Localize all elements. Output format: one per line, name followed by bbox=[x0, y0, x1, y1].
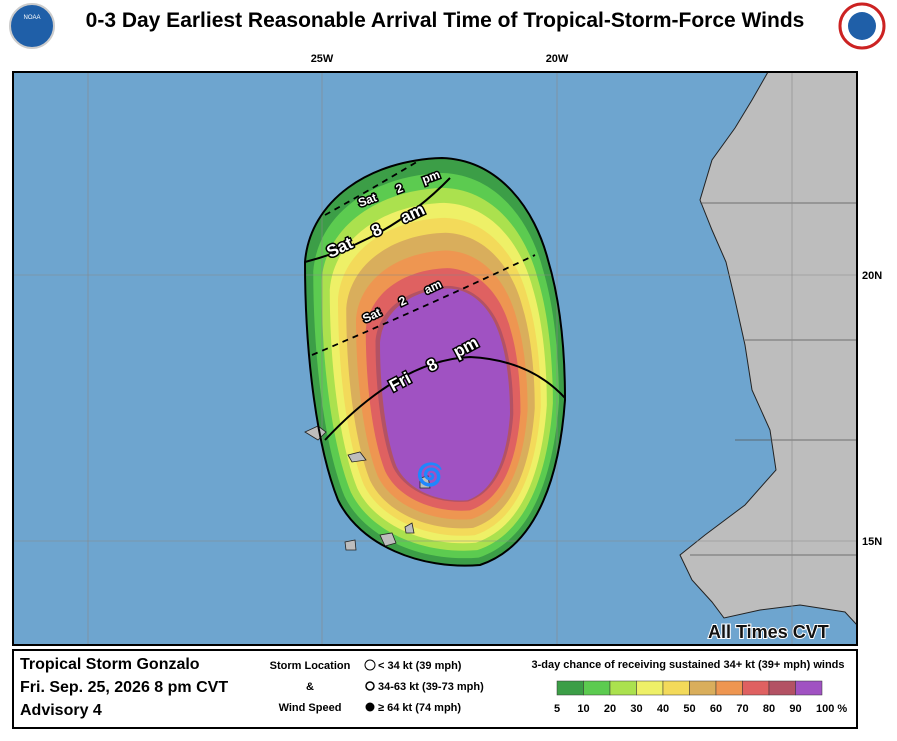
legend-label: 100 % bbox=[816, 703, 847, 715]
legend-label: 10 bbox=[577, 703, 589, 715]
time-note: All Times CVT bbox=[708, 622, 829, 642]
storm-legend-item: < 34 kt (39 mph) bbox=[378, 660, 462, 672]
storm-name: Tropical Storm Gonzalo bbox=[20, 656, 200, 673]
legend-label: 80 bbox=[763, 703, 775, 715]
land bbox=[679, 72, 857, 626]
legend-swatch bbox=[715, 680, 743, 696]
legend-swatch bbox=[689, 680, 717, 696]
noaa-logo bbox=[9, 3, 55, 49]
legend-label: 50 bbox=[683, 703, 695, 715]
legend-label: 90 bbox=[789, 703, 801, 715]
contour-line bbox=[324, 355, 566, 441]
borders bbox=[690, 202, 857, 556]
lon-label: 25W bbox=[311, 53, 334, 65]
prob-legend-title: 3-day chance of receiving sustained 34+ … bbox=[532, 659, 845, 671]
map: Sat 2 pm Sat 8 am Sat 2 am Fri 8 pm 🌀 Al… bbox=[12, 71, 858, 646]
legend-swatch bbox=[556, 680, 584, 696]
nws-logo-inner bbox=[848, 12, 876, 40]
prob-legend: 5 10 20 30 40 50 60 70 80 90 100 % bbox=[554, 680, 847, 715]
symbol-hurricane bbox=[365, 702, 375, 712]
legend-swatch bbox=[662, 680, 690, 696]
symbol-weak bbox=[364, 659, 376, 671]
probability-bands bbox=[305, 158, 565, 566]
storm-legend-item: ≥ 64 kt (74 mph) bbox=[378, 702, 461, 714]
map-frame bbox=[12, 71, 858, 646]
legend-swatch bbox=[636, 680, 664, 696]
storm-legend-title: Wind Speed bbox=[279, 702, 342, 714]
legend-swatch bbox=[795, 680, 823, 696]
outer-contour bbox=[303, 156, 567, 567]
advisory: Advisory 4 bbox=[20, 702, 102, 719]
storm-legend-item: 34-63 kt (39-73 mph) bbox=[378, 681, 484, 693]
contour-line bbox=[304, 177, 451, 263]
lat-label: 20N bbox=[862, 270, 882, 282]
info-panel: Tropical Storm Gonzalo Fri. Sep. 25, 202… bbox=[12, 649, 858, 729]
contour-line bbox=[311, 254, 536, 356]
islands bbox=[304, 425, 431, 551]
storm-legend-title: & bbox=[306, 681, 314, 693]
legend-swatch bbox=[742, 680, 770, 696]
lon-label: 20W bbox=[546, 53, 569, 65]
title: 0-3 Day Earliest Reasonable Arrival Time… bbox=[86, 9, 805, 32]
noaa-logo-text: NOAA bbox=[23, 15, 40, 21]
symbol-ts bbox=[365, 681, 375, 691]
legend-label: 5 bbox=[554, 703, 560, 715]
lat-label: 15N bbox=[862, 536, 882, 548]
legend-swatch bbox=[583, 680, 611, 696]
legend-swatch bbox=[768, 680, 796, 696]
storm-legend-title: Storm Location bbox=[270, 660, 351, 672]
legend-label: 40 bbox=[657, 703, 669, 715]
contour-line bbox=[324, 159, 421, 216]
legend-label: 20 bbox=[604, 703, 616, 715]
storm-date: Fri. Sep. 25, 2026 8 pm CVT bbox=[20, 679, 228, 696]
legend-label: 30 bbox=[630, 703, 642, 715]
probability-band bbox=[380, 288, 510, 501]
legend-label: 60 bbox=[710, 703, 722, 715]
legend-label: 70 bbox=[736, 703, 748, 715]
legend-swatch bbox=[609, 680, 637, 696]
graticule bbox=[13, 72, 857, 645]
storm-symbol: 🌀 bbox=[416, 461, 443, 487]
